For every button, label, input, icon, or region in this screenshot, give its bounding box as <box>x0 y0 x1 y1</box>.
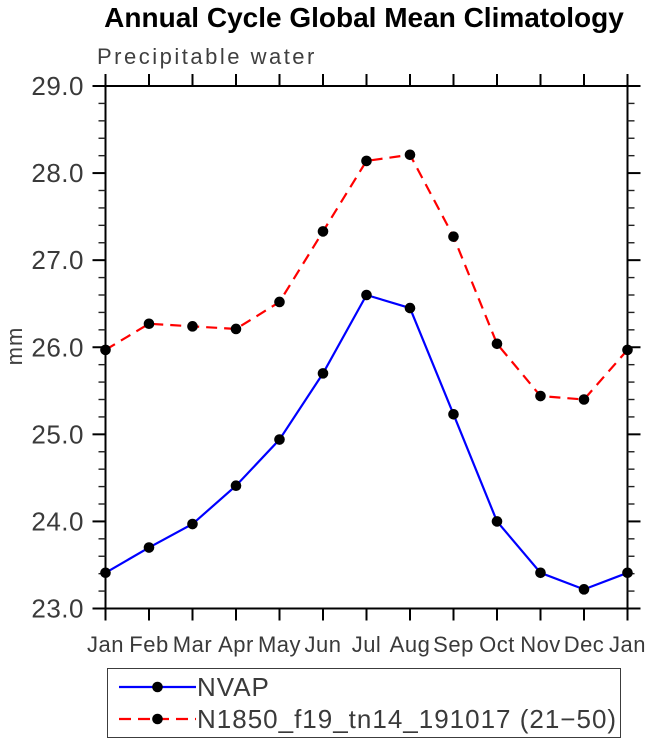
x-tick-label: Jun <box>305 632 342 657</box>
data-point-marker <box>622 344 633 356</box>
data-point-marker <box>578 394 590 405</box>
series-line <box>104 153 629 401</box>
data-point-marker <box>274 434 285 445</box>
legend-marker-dot <box>152 713 163 725</box>
data-point-marker <box>404 149 416 161</box>
y-axis: 23.0 24.0 25.0 26.0 27.0 28.0 29.0 <box>31 71 641 624</box>
data-point-marker <box>230 480 242 492</box>
data-point-marker <box>361 289 372 301</box>
data-point-marker <box>404 302 416 314</box>
x-tick-label: Jan <box>609 632 646 657</box>
y-tick-label: 27.0 <box>31 245 84 275</box>
data-point-marker <box>274 296 285 308</box>
legend-line-swatch-solid <box>119 681 196 693</box>
legend-line-swatch-dashed <box>119 713 196 725</box>
y-tick-label: 25.0 <box>31 419 84 449</box>
chart-subtitle: Precipitable water <box>97 44 317 69</box>
x-tick-label: Dec <box>564 632 605 657</box>
x-tick-label: Aug <box>390 632 431 657</box>
data-point-marker <box>143 318 155 330</box>
data-point-marker <box>317 226 329 237</box>
legend-item-n1850: N1850_f19_tn14_191017 (21−50) <box>118 703 620 735</box>
legend-label: N1850_f19_tn14_191017 (21−50) <box>197 704 618 734</box>
x-tick-label: May <box>258 632 301 657</box>
data-point-marker <box>448 409 459 420</box>
data-point-marker <box>491 338 503 350</box>
y-tick-label: 24.0 <box>31 506 84 536</box>
data-point-marker <box>361 155 372 167</box>
y-tick-label: 28.0 <box>31 158 84 188</box>
y-minor-ticks <box>98 102 635 592</box>
data-point-marker <box>535 567 546 579</box>
x-tick-label: Nov <box>520 632 561 657</box>
x-tick-label: Oct <box>479 632 515 657</box>
legend-item-nvap: NVAP <box>118 671 620 703</box>
legend-marker-dot <box>152 681 163 693</box>
x-tick-label: Feb <box>129 632 168 657</box>
y-tick-label: 29.0 <box>31 71 84 101</box>
legend: NVAP N1850_f19_tn14_191017 (21−50) <box>107 668 621 738</box>
data-point-marker <box>187 518 198 530</box>
data-point-marker <box>187 321 198 332</box>
legend-label: NVAP <box>197 672 270 702</box>
x-tick-label: Mar <box>173 632 212 657</box>
x-axis: Jan Feb Mar Apr May Jun Jul Aug Sep Oct Nov Dec Jan <box>87 74 646 657</box>
x-tick-label: Jul <box>352 632 382 657</box>
y-tick-label: 23.0 <box>31 594 84 624</box>
data-point-marker <box>143 542 155 553</box>
data-point-marker <box>535 390 546 402</box>
data-point-marker <box>491 516 503 527</box>
data-point-marker <box>230 323 242 335</box>
data-point-marker <box>448 231 459 242</box>
y-tick-label: 26.0 <box>31 332 84 362</box>
series-nvap <box>100 289 633 595</box>
x-tick-label: Sep <box>433 632 474 657</box>
x-tick-label: Apr <box>218 632 254 657</box>
data-point-marker <box>100 567 111 579</box>
data-point-marker <box>578 584 590 595</box>
chart-title: Annual Cycle Global Mean Climatology <box>104 2 624 33</box>
x-tick-label: Jan <box>87 632 124 657</box>
series-line <box>104 293 628 591</box>
data-point-marker <box>100 344 111 356</box>
series-n1850-f19-tn14-191017-21-50- <box>100 149 633 405</box>
data-point-marker <box>317 368 329 379</box>
data-point-marker <box>622 567 633 579</box>
